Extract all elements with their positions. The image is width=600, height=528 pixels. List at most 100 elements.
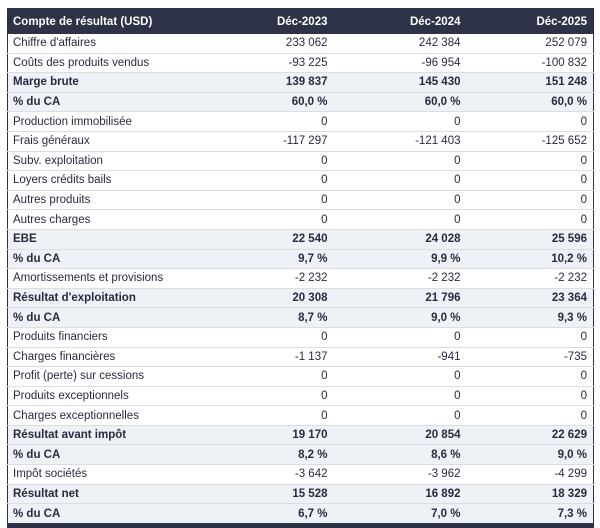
table-row: Loyers crédits bails 0 0 0 — [7, 170, 594, 191]
cell-dec-2023: 0 — [213, 189, 334, 210]
table-title: Compte de résultat (USD) — [7, 8, 214, 34]
row-label: % du CA — [7, 503, 214, 526]
cell-dec-2023: 6,7 % — [213, 503, 334, 526]
cell-dec-2024: 8,6 % — [333, 444, 467, 465]
cell-dec-2023: 8,2 % — [213, 444, 334, 465]
cell-dec-2024: 0 — [333, 170, 467, 191]
row-label: Subv. exploitation — [7, 150, 214, 171]
cell-dec-2023: 0 — [213, 366, 334, 387]
cell-dec-2023: 0 — [213, 170, 334, 191]
cell-dec-2024: 242 384 — [333, 34, 467, 54]
cell-dec-2024: 9,9 % — [333, 248, 467, 269]
table-row: Subv. exploitation 0 0 0 — [7, 150, 594, 171]
table-header-row: Compte de résultat (USD) Déc-2023 Déc-20… — [7, 8, 594, 34]
table-row: EBE 22 540 24 028 25 596 — [7, 228, 594, 250]
cell-dec-2025: 0 — [466, 385, 594, 406]
cell-dec-2023: 0 — [213, 150, 334, 171]
cell-dec-2025: -735 — [466, 346, 594, 367]
cell-dec-2023: 9,7 % — [213, 248, 334, 269]
cell-dec-2024: -96 954 — [333, 52, 467, 73]
cell-dec-2023: 0 — [213, 326, 334, 347]
table-row: Charges financières -1 137 -941 -735 — [7, 346, 594, 367]
cell-dec-2024: -121 403 — [333, 130, 467, 152]
table-row: Autres charges 0 0 0 — [7, 209, 594, 230]
row-label: % du CA — [7, 444, 214, 465]
cell-dec-2024: 0 — [333, 150, 467, 171]
table-row: Profit (perte) sur cessions 0 0 0 — [7, 366, 594, 387]
cell-dec-2023: 19 170 — [213, 424, 334, 445]
row-label: Production immobilisée — [7, 111, 214, 132]
cell-dec-2023: 0 — [213, 405, 334, 426]
cell-dec-2025: 151 248 — [466, 72, 594, 93]
table-row: Chiffre d'affaires 233 062 242 384 252 0… — [7, 34, 594, 54]
table-row: Amortissements et provisions -2 232 -2 2… — [7, 268, 594, 289]
cell-dec-2024: 24 028 — [333, 228, 467, 250]
row-label: Charges financières — [7, 346, 214, 367]
cell-dec-2024: 0 — [333, 385, 467, 406]
cell-dec-2025: 252 079 — [466, 34, 594, 54]
cell-dec-2023: -1 137 — [213, 346, 334, 367]
cell-dec-2025: 9,3 % — [466, 307, 594, 328]
cell-dec-2025: 0 — [466, 326, 594, 347]
cell-dec-2023: 0 — [213, 111, 334, 132]
cell-dec-2024: 0 — [333, 209, 467, 230]
row-label: % du CA — [7, 91, 214, 112]
cell-dec-2024: 21 796 — [333, 287, 467, 308]
table-row: Charges exceptionnelles 0 0 0 — [7, 405, 594, 426]
table-row: % du CA 9,7 % 9,9 % 10,2 % — [7, 248, 594, 269]
cell-dec-2025: 7,3 % — [466, 503, 594, 526]
table-row: Impôt sociétés -3 642 -3 962 -4 299 — [7, 464, 594, 485]
row-label: Coûts des produits vendus — [7, 52, 214, 73]
table-row: Produits financiers 0 0 0 — [7, 326, 594, 347]
table-row: Coûts des produits vendus -93 225 -96 95… — [7, 52, 594, 73]
row-label: Produits financiers — [7, 326, 214, 347]
row-label: Résultat avant impôt — [7, 424, 214, 445]
cell-dec-2025: 0 — [466, 170, 594, 191]
table-row: Autres produits 0 0 0 — [7, 189, 594, 210]
cell-dec-2024: 9,0 % — [333, 307, 467, 328]
column-header-dec-2025: Déc-2025 — [466, 8, 594, 34]
column-header-dec-2024: Déc-2024 — [333, 8, 467, 34]
table-row: Résultat avant impôt 19 170 20 854 22 62… — [7, 424, 594, 445]
row-label: Frais généraux — [7, 130, 214, 152]
table-row: Frais généraux -117 297 -121 403 -125 65… — [7, 130, 594, 152]
row-label: % du CA — [7, 248, 214, 269]
cell-dec-2023: -3 642 — [213, 464, 334, 485]
cell-dec-2025: 0 — [466, 150, 594, 171]
cell-dec-2025: 9,0 % — [466, 444, 594, 465]
row-label: Loyers crédits bails — [7, 170, 214, 191]
table-row: % du CA 60,0 % 60,0 % 60,0 % — [7, 91, 594, 112]
cell-dec-2025: 0 — [466, 111, 594, 132]
table-body: Chiffre d'affaires 233 062 242 384 252 0… — [7, 34, 594, 526]
cell-dec-2023: 60,0 % — [213, 91, 334, 112]
cell-dec-2024: 7,0 % — [333, 503, 467, 526]
row-label: Résultat d'exploitation — [7, 287, 214, 308]
cell-dec-2025: 23 364 — [466, 287, 594, 308]
cell-dec-2025: -100 832 — [466, 52, 594, 73]
row-label: Autres charges — [7, 209, 214, 230]
cell-dec-2023: 20 308 — [213, 287, 334, 308]
table-row: Production immobilisée 0 0 0 — [7, 111, 594, 132]
cell-dec-2024: -2 232 — [333, 268, 467, 289]
row-label: Amortissements et provisions — [7, 268, 214, 289]
cell-dec-2023: 139 837 — [213, 72, 334, 93]
cell-dec-2025: 0 — [466, 405, 594, 426]
cell-dec-2024: 0 — [333, 189, 467, 210]
row-label: Produits exceptionnels — [7, 385, 214, 406]
cell-dec-2025: 60,0 % — [466, 91, 594, 112]
cell-dec-2025: -125 652 — [466, 130, 594, 152]
cell-dec-2025: 22 629 — [466, 424, 594, 445]
cell-dec-2025: -4 299 — [466, 464, 594, 485]
table-row: Résultat d'exploitation 20 308 21 796 23… — [7, 287, 594, 308]
cell-dec-2025: 0 — [466, 366, 594, 387]
cell-dec-2023: 0 — [213, 385, 334, 406]
cell-dec-2024: 20 854 — [333, 424, 467, 445]
cell-dec-2023: 233 062 — [213, 34, 334, 54]
cell-dec-2024: 0 — [333, 366, 467, 387]
column-header-dec-2023: Déc-2023 — [213, 8, 334, 34]
row-label: % du CA — [7, 307, 214, 328]
cell-dec-2025: 18 329 — [466, 483, 594, 504]
row-label: Charges exceptionnelles — [7, 405, 214, 426]
table-row: Marge brute 139 837 145 430 151 248 — [7, 72, 594, 93]
